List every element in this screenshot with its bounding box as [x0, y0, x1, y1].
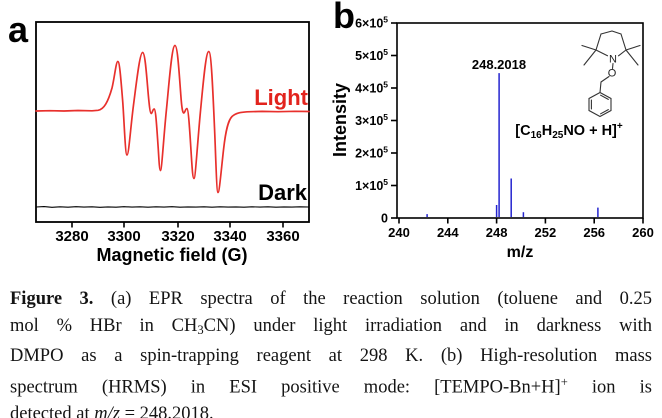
- epr-dark-trace: [35, 206, 310, 208]
- ytick-label-2e5: 2×105: [355, 145, 388, 161]
- caption-italic-mz: m/z: [94, 404, 120, 418]
- caption-text: = 248.2018.: [119, 404, 214, 418]
- tick-label-3340: 3340: [213, 228, 246, 245]
- caption-line-1: Figure 3. (a) EPR spectra of the reactio…: [10, 286, 652, 313]
- figure-caption: Figure 3. (a) EPR spectra of the reactio…: [10, 286, 652, 418]
- panel-b-letter: b: [333, 0, 355, 36]
- nitrogen-atom-label: N: [609, 54, 617, 66]
- dark-curve-label: Dark: [258, 180, 308, 205]
- tick-label-3300: 3300: [107, 228, 140, 245]
- panel-a-x-axis-title: Magnetic field (G): [96, 245, 247, 265]
- panel-b-hrms-chart: b 0 1×105 2×105 3×105 4×105 5×105 6×105: [331, 0, 654, 261]
- caption-line-3: DMPO as a spin-trapping reagent at 298 K…: [10, 343, 652, 370]
- epr-light-curve: [35, 44, 310, 194]
- caption-text: CN) under light irradiation and in darkn…: [203, 315, 652, 336]
- tempo-bn-structure: N O: [581, 30, 641, 118]
- tick-label-260: 260: [632, 225, 654, 240]
- structure-bonds: [581, 30, 641, 118]
- panel-b-y-axis-title: Intensity: [331, 83, 350, 157]
- panel-a-epr-chart: a 3280 3300 3320 3340 3360 Magnetic fiel…: [8, 9, 310, 265]
- tick-label-3280: 3280: [55, 228, 88, 245]
- tick-label-256: 256: [583, 225, 605, 240]
- caption-text: mol % HBr in CH: [10, 315, 198, 336]
- caption-line-5: detected at m/z = 248.2018.: [10, 401, 652, 418]
- oxygen-atom-label: O: [608, 68, 617, 80]
- caption-line-2: mol % HBr in CH3CN) under light irradiat…: [10, 313, 652, 343]
- tick-label-252: 252: [535, 225, 557, 240]
- ytick-label-1e5: 1×105: [355, 177, 388, 193]
- caption-figure-number: Figure 3.: [10, 289, 94, 309]
- base-peak-annotation: 248.2018: [472, 57, 526, 72]
- panel-b-x-axis-title: m/z: [507, 244, 534, 261]
- tick-label-244: 244: [437, 225, 459, 240]
- ytick-label-3e5: 3×105: [355, 112, 388, 128]
- ytick-label-5e5: 5×105: [355, 47, 388, 63]
- tick-label-3360: 3360: [266, 228, 299, 245]
- panel-a-letter: a: [8, 9, 29, 50]
- panel-a-plot-frame: [35, 21, 310, 223]
- caption-text: ion is: [567, 377, 652, 398]
- panel-a-x-ticks: 3280 3300 3320 3340 3360: [55, 222, 300, 245]
- tick-label-3320: 3320: [161, 228, 194, 245]
- ms-peaks: [426, 73, 599, 217]
- caption-text: detected at: [10, 404, 95, 418]
- ytick-label-6e5: 6×105: [355, 15, 388, 31]
- ytick-label-0: 0: [381, 212, 388, 226]
- tick-label-240: 240: [388, 225, 410, 240]
- ytick-label-4e5: 4×105: [355, 80, 388, 96]
- tick-label-248: 248: [486, 225, 508, 240]
- caption-line-4: spectrum (HRMS) in ESI positive mode: [T…: [10, 369, 652, 401]
- ion-formula-label: [C16H25NO + H]+: [515, 121, 623, 141]
- caption-text: DMPO as a spin-trapping reagent at 298 K…: [10, 345, 652, 366]
- light-curve-label: Light: [254, 85, 308, 110]
- panel-b-y-ticks: 0 1×105 2×105 3×105 4×105 5×105 6×105: [355, 15, 397, 226]
- caption-text: (a) EPR spectra of the reaction solution…: [93, 289, 653, 309]
- caption-text: spectrum (HRMS) in ESI positive mode: [T…: [10, 377, 561, 398]
- panel-b-plot-frame: [396, 22, 644, 219]
- panel-b-x-ticks: 240 244 248 252 256 260: [388, 218, 654, 240]
- caption-superscript: +: [560, 375, 568, 390]
- caption-subscript: 3: [197, 322, 204, 337]
